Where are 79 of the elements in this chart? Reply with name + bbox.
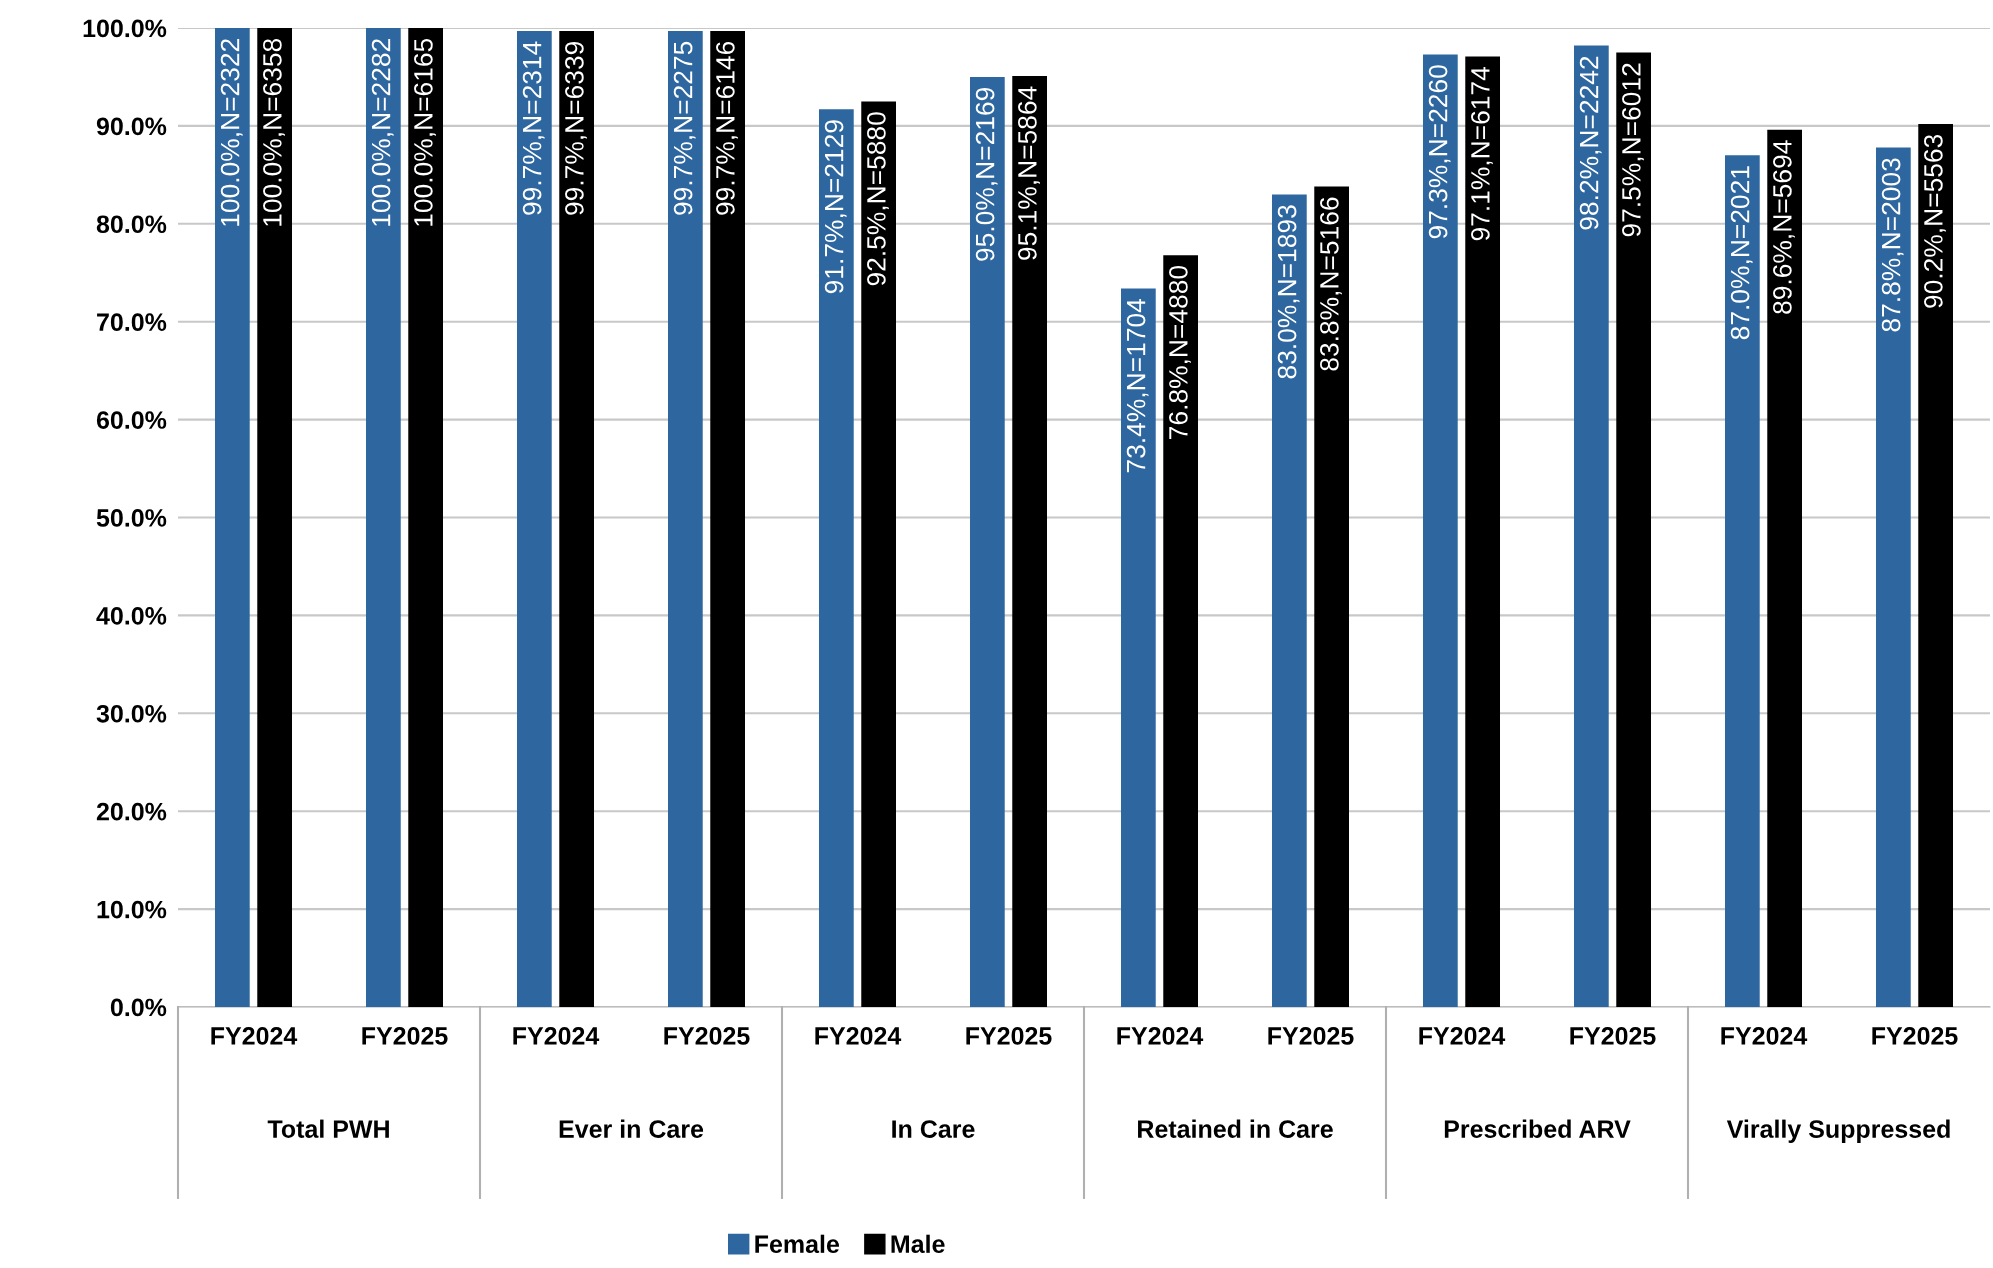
x-tick-label: FY2024 xyxy=(513,1027,600,1045)
text: Total PWH xyxy=(267,1119,389,1138)
data-label: 97.3%,N=2260 xyxy=(1428,65,1451,239)
y-tick-label: 80.0% xyxy=(96,215,167,234)
x-tick-label: FY2024 xyxy=(211,1027,298,1045)
text: Retained in Care xyxy=(1138,1119,1333,1138)
data-label: 100.0%,N=6358 xyxy=(263,38,285,226)
y-tick-label: 20.0% xyxy=(96,802,167,821)
data-label: 99.7%,N=6339 xyxy=(565,41,587,215)
bar xyxy=(1314,186,1350,1007)
bar xyxy=(257,28,293,1007)
bar xyxy=(1616,52,1652,1007)
bar xyxy=(559,30,595,1007)
x-tick-label: FY2025 xyxy=(1570,1027,1656,1045)
y-tick-label: 100.0% xyxy=(83,19,167,38)
bar xyxy=(215,28,250,1007)
data-label: 76.8%,N=4880 xyxy=(1169,265,1191,439)
data-label: 95.1%,N=5864 xyxy=(1018,86,1040,260)
data-label: 89.6%,N=5694 xyxy=(1773,140,1795,314)
bar xyxy=(366,28,401,1007)
bar xyxy=(1163,255,1199,1007)
bar xyxy=(1121,288,1156,1007)
y-tick-label: 10.0% xyxy=(97,900,167,919)
data-label: 99.7%,N=6146 xyxy=(716,41,738,215)
text: Virally Suppressed xyxy=(1726,1119,1950,1143)
y-tick-label: 60.0% xyxy=(96,411,167,429)
data-label: 100.0%,N=6165 xyxy=(414,38,436,226)
x-tick-label: FY2024 xyxy=(1419,1027,1506,1045)
bar xyxy=(819,109,854,1007)
data-label: 97.1%,N=6174 xyxy=(1471,66,1493,241)
data-label: 100.0%,N=2322 xyxy=(220,39,243,226)
x-tick-label: FY2024 xyxy=(1721,1027,1808,1045)
data-label: 87.0%,N=2021 xyxy=(1730,166,1753,340)
data-label: 73.4%,N=1704 xyxy=(1126,298,1149,473)
bar xyxy=(861,101,897,1007)
x-tick-label: FY2025 xyxy=(1268,1027,1354,1045)
bar xyxy=(710,30,746,1007)
bar xyxy=(970,76,1005,1007)
y-tick-label: 50.0% xyxy=(96,509,167,527)
x-tick-label: FY2025 xyxy=(664,1027,750,1045)
text: In Care xyxy=(892,1120,975,1138)
y-tick-label: 90.0% xyxy=(96,117,167,136)
data-label: 98.2%,N=2242 xyxy=(1579,56,1602,230)
y-tick-label: 0.0% xyxy=(110,998,167,1017)
data-label: 99.7%,N=2314 xyxy=(522,41,545,215)
bar xyxy=(408,28,444,1007)
data-label: 90.2%,N=5563 xyxy=(1924,134,1946,308)
legend-label: Female xyxy=(755,1234,839,1254)
data-label: 92.5%,N=5880 xyxy=(867,112,889,286)
bar xyxy=(517,30,552,1007)
legend-label: Male xyxy=(891,1234,945,1254)
bar xyxy=(1272,194,1307,1007)
bar xyxy=(1918,123,1954,1007)
bar xyxy=(1574,45,1609,1007)
data-label: 95.0%,N=2169 xyxy=(975,87,998,261)
x-tick-label: FY2025 xyxy=(966,1027,1052,1045)
bar xyxy=(1012,75,1048,1007)
data-label: 83.0%,N=1893 xyxy=(1277,205,1300,379)
y-tick-label: 30.0% xyxy=(96,704,167,723)
data-label: 83.8%,N=5166 xyxy=(1320,197,1342,371)
text: Prescribed ARV xyxy=(1444,1119,1631,1138)
y-tick-label: 40.0% xyxy=(96,607,167,625)
bar xyxy=(1725,155,1760,1007)
y-tick-label: 70.0% xyxy=(97,313,167,331)
x-tick-label: FY2024 xyxy=(815,1027,902,1045)
bar xyxy=(1423,54,1458,1007)
bar xyxy=(1876,147,1911,1007)
data-label: 99.7%,N=2275 xyxy=(673,41,696,215)
x-tick-label: FY2025 xyxy=(1872,1027,1958,1045)
data-label: 87.8%,N=2003 xyxy=(1881,158,1904,332)
bar xyxy=(1767,129,1803,1007)
bar xyxy=(1465,56,1501,1007)
data-label: 91.7%,N=2129 xyxy=(824,120,847,294)
x-tick-label: FY2024 xyxy=(1117,1027,1204,1045)
text: Ever in Care xyxy=(559,1119,704,1138)
x-tick-label: FY2025 xyxy=(362,1027,448,1045)
data-label: 100.0%,N=2282 xyxy=(371,39,394,226)
bar xyxy=(668,30,703,1007)
data-label: 97.5%,N=6012 xyxy=(1622,63,1644,237)
